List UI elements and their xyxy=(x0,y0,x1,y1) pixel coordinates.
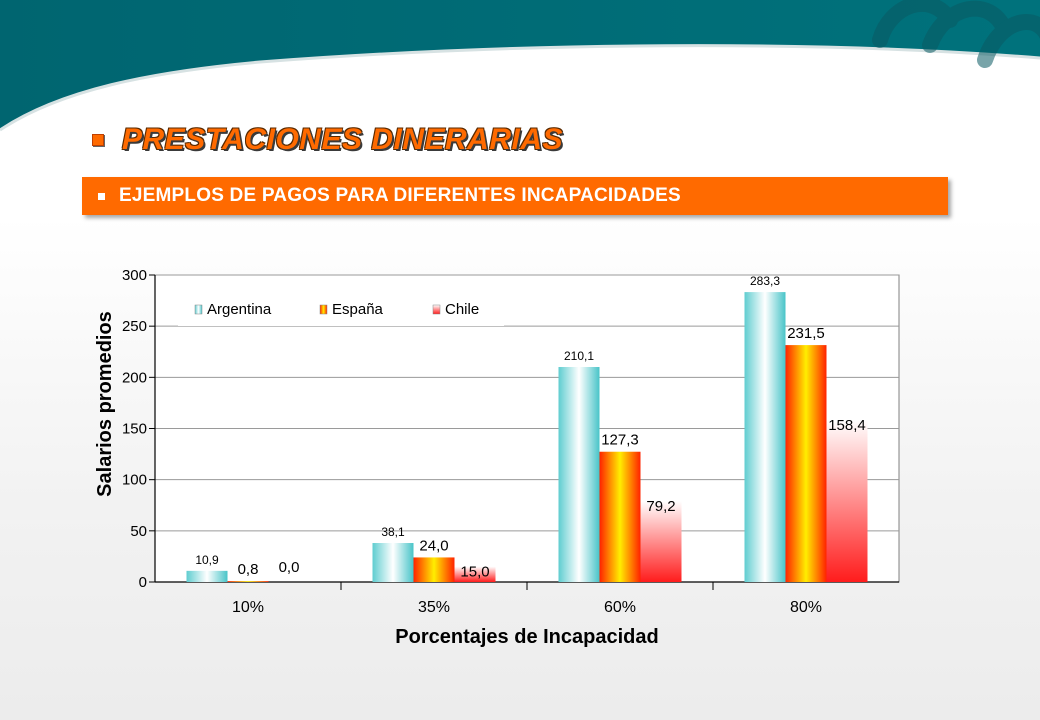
data-label: 0,0 xyxy=(279,559,300,576)
data-label: 158,4 xyxy=(828,417,866,434)
legend-swatch xyxy=(319,304,328,315)
legend-label: Chile xyxy=(445,301,479,318)
data-label: 24,0 xyxy=(419,537,448,554)
watermark-logo xyxy=(872,0,1040,68)
slide-title: PRESTACIONES DINERARIAS xyxy=(122,123,563,156)
legend: Argentina España Chile xyxy=(178,294,504,326)
y-tick-label: 200 xyxy=(122,369,147,386)
y-tick-label: 0 xyxy=(139,574,147,591)
x-tick-label: 60% xyxy=(604,599,636,616)
subtitle-bullet-icon xyxy=(98,192,105,200)
data-label: 210,1 xyxy=(564,349,594,363)
y-tick-label: 250 xyxy=(122,318,147,335)
bar-chile-60pct xyxy=(640,500,682,582)
bar-espana-60pct xyxy=(599,451,641,582)
title-bullet-icon xyxy=(92,134,104,146)
y-axis-title: Salarios promedios xyxy=(94,311,116,497)
data-label: 283,3 xyxy=(750,274,780,288)
data-label: 127,3 xyxy=(601,432,639,449)
bar-espana-35pct xyxy=(413,557,455,582)
y-tick-label: 300 xyxy=(122,267,147,284)
x-tick-label: 10% xyxy=(232,599,264,616)
legend-swatch xyxy=(432,304,441,315)
x-axis-title: Porcentajes de Incapacidad xyxy=(395,626,658,648)
bar-chile-80pct xyxy=(826,419,868,582)
x-tick-label: 35% xyxy=(418,599,450,616)
y-tick-label: 50 xyxy=(130,523,147,540)
slide-subtitle: EJEMPLOS DE PAGOS PARA DIFERENTES INCAPA… xyxy=(119,185,681,206)
header-band xyxy=(0,0,1040,132)
legend-swatch xyxy=(194,304,203,315)
bar-argentina-80pct xyxy=(744,292,786,582)
y-tick-label: 100 xyxy=(122,472,147,489)
x-tick-label: 80% xyxy=(790,599,822,616)
bar-espana-10pct xyxy=(227,581,269,582)
subtitle-bar: EJEMPLOS DE PAGOS PARA DIFERENTES INCAPA… xyxy=(82,177,948,215)
bar-espana-80pct xyxy=(785,345,827,582)
data-label: 15,0 xyxy=(460,564,489,581)
data-label: 79,2 xyxy=(646,498,675,515)
bar-argentina-10pct xyxy=(186,570,228,582)
data-label: 231,5 xyxy=(787,325,825,342)
bar-argentina-60pct xyxy=(558,366,600,582)
data-label: 38,1 xyxy=(381,525,405,539)
bar-argentina-35pct xyxy=(372,543,414,582)
bar-chile-35pct xyxy=(454,566,496,582)
title-row: PRESTACIONES DINERARIAS xyxy=(92,120,563,160)
data-label: 10,9 xyxy=(195,553,219,567)
y-tick-label: 150 xyxy=(122,421,147,438)
legend-label: España xyxy=(332,301,384,318)
legend-label: Argentina xyxy=(207,301,272,318)
data-label: 0,8 xyxy=(238,561,259,578)
